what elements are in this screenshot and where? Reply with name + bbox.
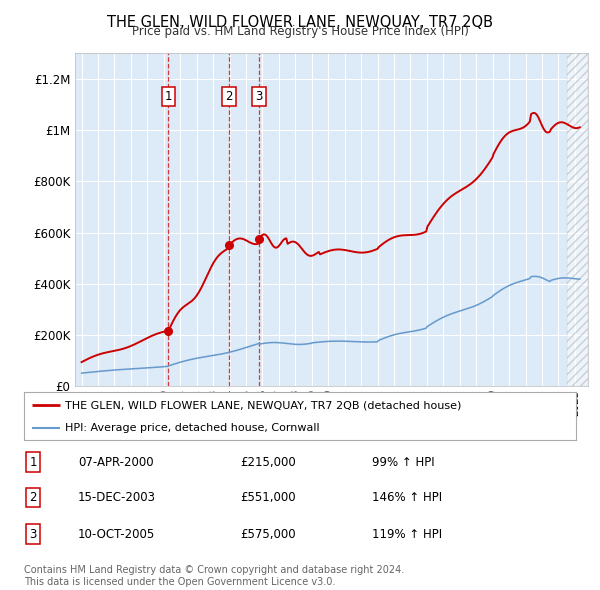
- Text: 99% ↑ HPI: 99% ↑ HPI: [372, 455, 434, 469]
- Text: 2: 2: [29, 491, 37, 504]
- Text: 15-DEC-2003: 15-DEC-2003: [78, 491, 156, 504]
- Text: 07-APR-2000: 07-APR-2000: [78, 455, 154, 469]
- Text: Contains HM Land Registry data © Crown copyright and database right 2024.
This d: Contains HM Land Registry data © Crown c…: [24, 565, 404, 587]
- Text: 2: 2: [225, 90, 233, 103]
- Text: 1: 1: [29, 455, 37, 469]
- Text: £215,000: £215,000: [240, 455, 296, 469]
- Text: HPI: Average price, detached house, Cornwall: HPI: Average price, detached house, Corn…: [65, 423, 320, 432]
- Bar: [566, 53, 588, 386]
- Text: Price paid vs. HM Land Registry's House Price Index (HPI): Price paid vs. HM Land Registry's House …: [131, 25, 469, 38]
- Text: 146% ↑ HPI: 146% ↑ HPI: [372, 491, 442, 504]
- Text: £551,000: £551,000: [240, 491, 296, 504]
- Text: 10-OCT-2005: 10-OCT-2005: [78, 527, 155, 541]
- Text: 1: 1: [164, 90, 172, 103]
- Text: £575,000: £575,000: [240, 527, 296, 541]
- Text: THE GLEN, WILD FLOWER LANE, NEWQUAY, TR7 2QB (detached house): THE GLEN, WILD FLOWER LANE, NEWQUAY, TR7…: [65, 400, 462, 410]
- Text: 3: 3: [29, 527, 37, 541]
- Text: THE GLEN, WILD FLOWER LANE, NEWQUAY, TR7 2QB: THE GLEN, WILD FLOWER LANE, NEWQUAY, TR7…: [107, 15, 493, 30]
- Text: 3: 3: [256, 90, 263, 103]
- Text: 119% ↑ HPI: 119% ↑ HPI: [372, 527, 442, 541]
